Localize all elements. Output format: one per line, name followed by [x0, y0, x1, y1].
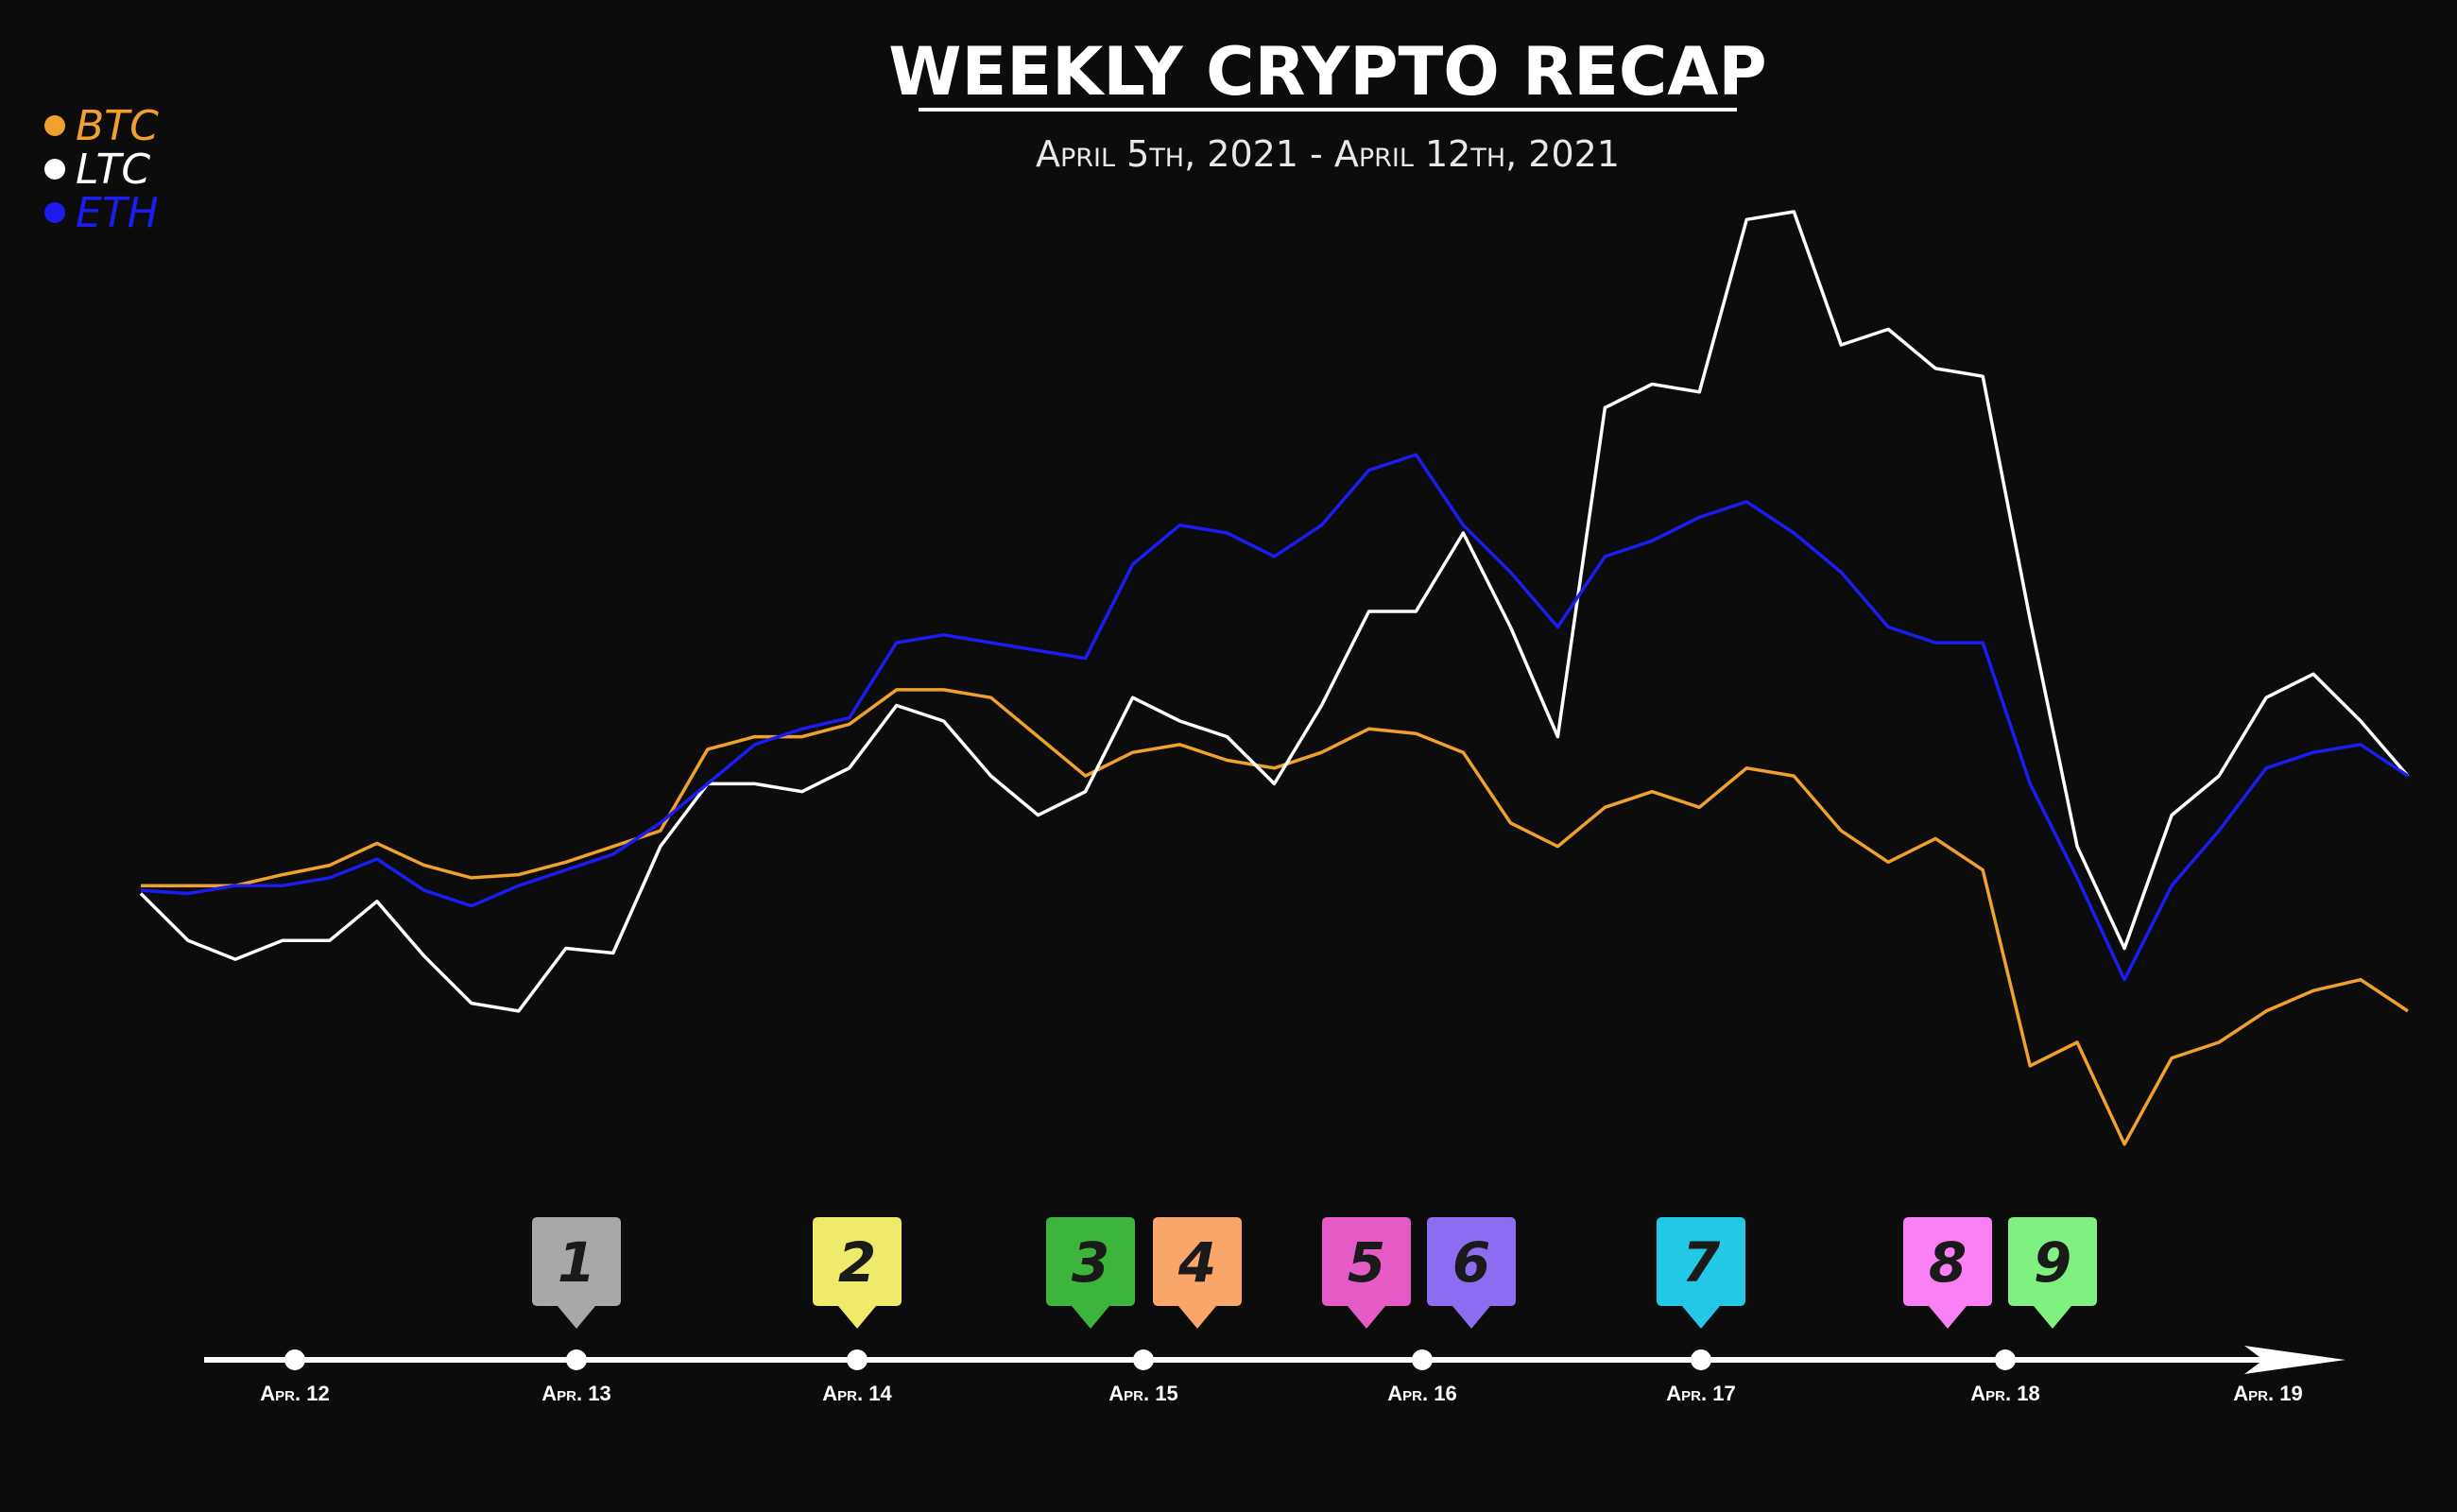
- marker-shape: [1046, 1217, 1135, 1329]
- timeline-dot: [1133, 1349, 1154, 1370]
- series-line: [141, 688, 2409, 1146]
- event-marker: 8: [1903, 1217, 1992, 1329]
- marker-number: 2: [838, 1230, 876, 1295]
- series-line: [139, 210, 2410, 1013]
- legend-label: ETH: [76, 189, 159, 237]
- date-label: Apr. 15: [1108, 1382, 1177, 1405]
- marker-number: 5: [1348, 1230, 1385, 1295]
- marker-shape: [1903, 1217, 1992, 1329]
- timeline-dot: [1691, 1349, 1711, 1370]
- date-label: Apr. 16: [1387, 1382, 1456, 1405]
- marker-shape: [813, 1217, 902, 1329]
- marker-number: 6: [1452, 1230, 1490, 1295]
- date-label: Apr. 19: [2233, 1382, 2302, 1405]
- event-marker: 7: [1657, 1217, 1745, 1329]
- event-marker: 9: [2008, 1217, 2097, 1329]
- marker-shape: [2008, 1217, 2097, 1329]
- legend-dot: [44, 115, 65, 136]
- marker-shape: [1153, 1217, 1242, 1329]
- legend-dot: [44, 202, 65, 223]
- timeline-arrow: [2244, 1346, 2345, 1374]
- marker-number: 8: [1929, 1230, 1967, 1295]
- event-marker: 5: [1322, 1217, 1411, 1329]
- series-line: [140, 453, 2409, 982]
- legend-label: LTC: [76, 146, 150, 194]
- event-marker: 2: [813, 1217, 902, 1329]
- legend-label: BTC: [76, 102, 159, 150]
- marker-number: 9: [2034, 1230, 2071, 1295]
- legend-dot: [44, 159, 65, 180]
- marker-number: 4: [1177, 1230, 1216, 1295]
- event-marker: 6: [1427, 1217, 1516, 1329]
- marker-shape: [1322, 1217, 1411, 1329]
- marker-shape: [1657, 1217, 1745, 1329]
- date-label: Apr. 17: [1666, 1382, 1735, 1405]
- marker-number: 3: [1072, 1230, 1109, 1295]
- timeline-dot: [847, 1349, 868, 1370]
- marker-number: 1: [558, 1230, 595, 1295]
- date-label: Apr. 14: [822, 1382, 892, 1405]
- event-marker: 3: [1046, 1217, 1135, 1329]
- date-label: Apr. 12: [260, 1382, 329, 1405]
- timeline-dot: [566, 1349, 587, 1370]
- marker-shape: [1427, 1217, 1516, 1329]
- marker-number: 7: [1682, 1230, 1721, 1295]
- chart-title: WEEKLY CRYPTO RECAP: [888, 33, 1766, 111]
- timeline-dot: [284, 1349, 305, 1370]
- marker-shape: [532, 1217, 621, 1329]
- timeline-dot: [1995, 1349, 2016, 1370]
- chart-subtitle: April 5th, 2021 - April 12th, 2021: [1036, 133, 1620, 175]
- event-marker: 1: [532, 1217, 621, 1329]
- event-marker: 4: [1153, 1217, 1242, 1329]
- timeline-dot: [1412, 1349, 1433, 1370]
- date-label: Apr. 18: [1970, 1382, 2039, 1405]
- date-label: Apr. 13: [541, 1382, 610, 1405]
